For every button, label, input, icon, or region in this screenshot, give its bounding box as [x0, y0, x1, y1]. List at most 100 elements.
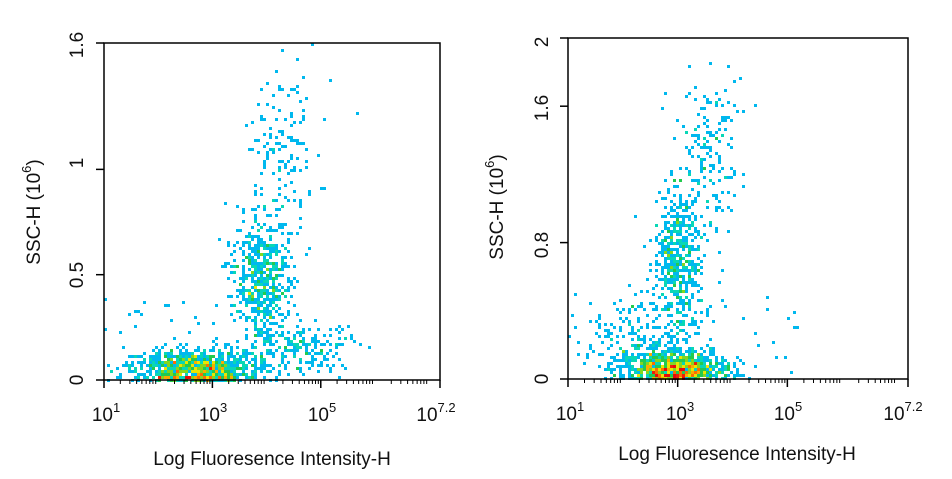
plot-right-event-point	[697, 233, 700, 236]
plot-right-event-point	[613, 368, 616, 371]
plot-right-event-point	[664, 239, 667, 242]
plot-left-event-point	[188, 355, 191, 358]
plot-left-event-point	[260, 289, 263, 292]
plot-left-event-point	[329, 349, 332, 352]
plot-left-event-point	[236, 373, 239, 376]
plot-left-event-point	[305, 97, 308, 100]
plot-right-event-point	[676, 293, 679, 296]
plot-right-event-point	[667, 272, 670, 275]
plot-right-event-point	[688, 251, 691, 254]
plot-left-event-point	[335, 328, 338, 331]
plot-left-event-point	[227, 244, 230, 247]
plot-right-event-point	[721, 209, 724, 212]
plot-right-event-point	[643, 368, 646, 371]
plot-right-event-point	[652, 365, 655, 368]
plot-right-event-point	[691, 200, 694, 203]
plot-left-event-point	[179, 370, 182, 373]
plot-left-event-point	[164, 373, 167, 376]
plot-left-event-point	[272, 106, 275, 109]
plot-left-event-point	[299, 367, 302, 370]
plot-left-event-point	[266, 328, 269, 331]
plot-right-event-point	[688, 224, 691, 227]
plot-right-event-point	[628, 362, 631, 365]
plot-right-event-point	[658, 356, 661, 359]
plot-left-event-point	[299, 142, 302, 145]
plot-right-event-point	[679, 221, 682, 224]
plot-left-event-point	[263, 307, 266, 310]
plot-left-x-tick-label: 105	[308, 400, 336, 426]
plot-left-event-point	[236, 310, 239, 313]
plot-left-event-point	[260, 292, 263, 295]
plot-right-event-point	[691, 221, 694, 224]
plot-left-event-point	[245, 367, 248, 370]
plot-right-event-point	[673, 269, 676, 272]
plot-left-event-point	[197, 376, 200, 379]
plot-right-event-point	[652, 326, 655, 329]
plot-left-event-point	[320, 187, 323, 190]
plot-left-event-point	[272, 280, 275, 283]
plot-left-event-point	[227, 370, 230, 373]
plot-right-event-point	[676, 266, 679, 269]
plot-left-event-point	[323, 358, 326, 361]
plot-left-event-point	[239, 316, 242, 319]
plot-left-event-point	[290, 295, 293, 298]
plot-right-event-point	[628, 365, 631, 368]
plot-left-event-point	[296, 331, 299, 334]
plot-left-event-point	[257, 301, 260, 304]
plot-right-event-point	[673, 263, 676, 266]
plot-right-event-point	[703, 158, 706, 161]
plot-left-event-point	[281, 205, 284, 208]
plot-right-event-point	[685, 356, 688, 359]
plot-right-event-point	[682, 290, 685, 293]
plot-right-event-point	[670, 281, 673, 284]
plot-left-event-point	[248, 262, 251, 265]
plot-right-event-point	[667, 335, 670, 338]
plot-right-event-point	[679, 281, 682, 284]
plot-left-event-point	[254, 376, 257, 379]
plot-left-event-point	[242, 271, 245, 274]
plot-left-event-point	[227, 262, 230, 265]
plot-right-event-point	[601, 341, 604, 344]
plot-left-event-point	[281, 223, 284, 226]
plot-right-event-point	[709, 347, 712, 350]
plot-right-event-point	[709, 338, 712, 341]
plot-left-event-point	[302, 343, 305, 346]
plot-left-x-minor-ticks	[119, 380, 428, 384]
plot-right-x-tick-label: 103	[666, 399, 694, 425]
plot-right-event-point	[724, 374, 727, 377]
plot-right-event-point	[670, 224, 673, 227]
plot-right-event-point	[607, 365, 610, 368]
plot-right-event-point	[628, 320, 631, 323]
plot-left-event-point	[287, 337, 290, 340]
plot-left-event-point	[257, 244, 260, 247]
plot-left-event-point	[257, 367, 260, 370]
plot-right-event-point	[682, 221, 685, 224]
plot-left-event-point	[269, 247, 272, 250]
plot-right-event-point	[679, 353, 682, 356]
plot-left-event-point	[260, 268, 263, 271]
plot-left-event-point	[212, 355, 215, 358]
plot-right-event-point	[568, 335, 571, 338]
plot-left-event-point	[305, 361, 308, 364]
plot-right-event-point	[673, 362, 676, 365]
plot-right-event-point	[688, 278, 691, 281]
plot-left-event-point	[251, 307, 254, 310]
plot-left-event-point	[251, 148, 254, 151]
plot-left-event-point	[143, 301, 146, 304]
plot-left-event-point	[191, 352, 194, 355]
plot-left-event-point	[188, 361, 191, 364]
plot-right-event-point	[637, 320, 640, 323]
plot-right-event-point	[652, 368, 655, 371]
plot-left-event-point	[254, 289, 257, 292]
plot-left-event-point	[206, 361, 209, 364]
plot-left-event-point	[254, 361, 257, 364]
plot-right-event-point	[715, 227, 718, 230]
plot-left-event-point	[287, 343, 290, 346]
plot-right-x-minor-ticks	[584, 379, 896, 383]
plot-right-event-point	[622, 308, 625, 311]
plot-left-event-point	[293, 346, 296, 349]
plot-left-event-point	[251, 280, 254, 283]
plot-left-event-point	[278, 298, 281, 301]
plot-left-event-point	[245, 316, 248, 319]
plot-left-event-point	[278, 313, 281, 316]
